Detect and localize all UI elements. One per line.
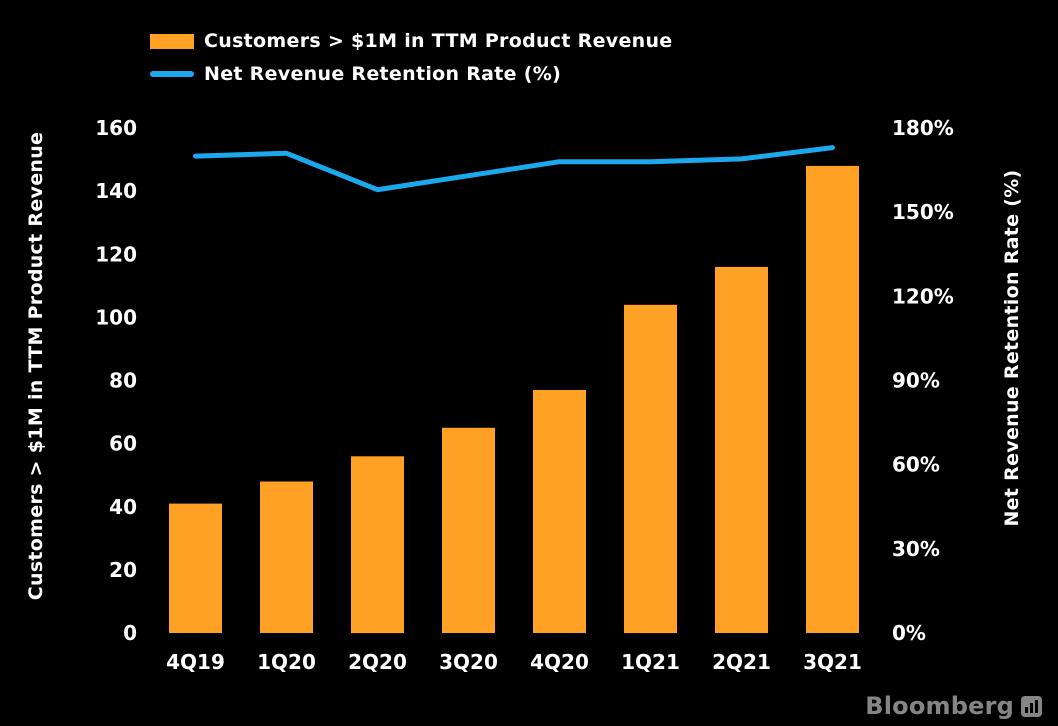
left-tick-0: 0 — [123, 621, 137, 645]
bar-1Q21 — [624, 304, 677, 634]
left-tick-20: 20 — [109, 558, 137, 582]
bloomberg-wordmark: Bloomberg — [865, 692, 1014, 720]
left-tick-160: 160 — [95, 116, 137, 140]
retention-rate-line — [193, 145, 835, 193]
x-tick-4Q20: 4Q20 — [530, 650, 589, 674]
left-tick-80: 80 — [109, 369, 137, 393]
x-tick-3Q20: 3Q20 — [439, 650, 498, 674]
right-tick-180%: 180% — [892, 116, 954, 140]
bar-4Q20 — [533, 390, 586, 633]
left-tick-100: 100 — [95, 305, 137, 329]
x-tick-1Q21: 1Q21 — [621, 650, 680, 674]
right-tick-60%: 60% — [892, 453, 940, 477]
legend-item-bars: Customers > $1M in TTM Product Revenue — [150, 30, 673, 52]
bloomberg-chart-icon — [1021, 695, 1042, 717]
right-tick-30%: 30% — [892, 537, 940, 561]
line-series-swatch — [150, 71, 194, 77]
left-tick-140: 140 — [95, 179, 137, 203]
left-tick-40: 40 — [109, 495, 137, 519]
bar-3Q20 — [442, 427, 495, 633]
right-tick-150%: 150% — [892, 200, 954, 224]
bar-4Q19 — [169, 503, 222, 633]
bar-2Q20 — [351, 456, 404, 634]
bar-series-swatch — [150, 33, 194, 49]
x-tick-2Q21: 2Q21 — [712, 650, 771, 674]
bar-2Q21 — [715, 266, 768, 633]
bar-3Q21 — [806, 165, 859, 633]
legend-item-line: Net Revenue Retention Rate (%) — [150, 63, 673, 85]
legend-label-bars: Customers > $1M in TTM Product Revenue — [204, 30, 673, 52]
right-tick-0%: 0% — [892, 621, 926, 645]
right-tick-90%: 90% — [892, 369, 940, 393]
right-tick-120%: 120% — [892, 284, 954, 308]
branding: Bloomberg — [865, 692, 1042, 720]
x-tick-2Q20: 2Q20 — [348, 650, 407, 674]
x-tick-4Q19: 4Q19 — [166, 650, 225, 674]
x-tick-3Q21: 3Q21 — [803, 650, 862, 674]
x-tick-1Q20: 1Q20 — [257, 650, 316, 674]
left-tick-120: 120 — [95, 242, 137, 266]
bar-1Q20 — [260, 481, 313, 633]
legend: Customers > $1M in TTM Product Revenue N… — [150, 30, 673, 85]
legend-label-line: Net Revenue Retention Rate (%) — [204, 63, 562, 85]
left-tick-60: 60 — [109, 432, 137, 456]
